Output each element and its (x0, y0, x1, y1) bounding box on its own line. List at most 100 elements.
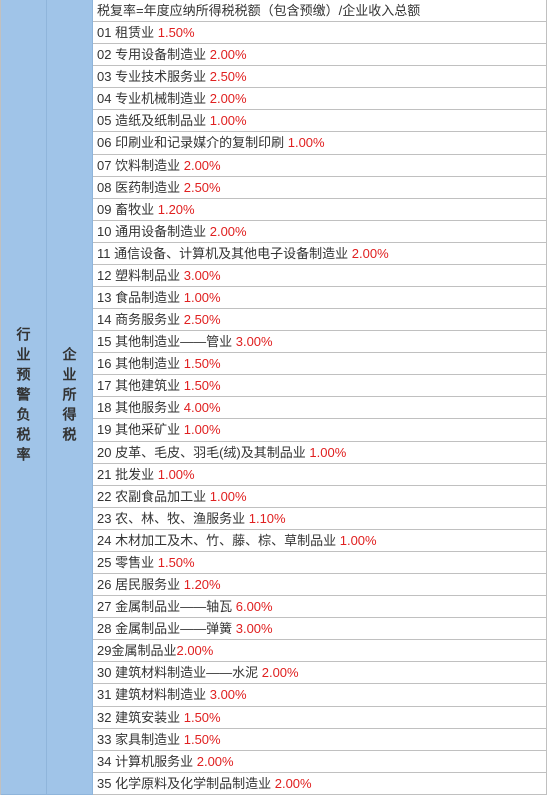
row-number: 29 (97, 643, 111, 658)
industry-label: 批发业 (115, 467, 154, 482)
row-number: 19 (97, 422, 111, 437)
industry-label: 塑料制品业 (115, 268, 180, 283)
industry-label: 木材加工及木、竹、藤、棕、草制品业 (115, 533, 336, 548)
table-row: 18 其他服务业 4.00% (93, 397, 547, 419)
industry-label: 家具制造业 (115, 732, 180, 747)
category-column-tax-type: 企业所得税 (47, 0, 93, 795)
row-number: 13 (97, 290, 111, 305)
industry-label: 零售业 (115, 555, 154, 570)
table-row: 06 印刷业和记录媒介的复制印刷 1.00% (93, 132, 547, 154)
tax-rate: 3.00% (236, 621, 273, 636)
tax-rate: 6.00% (236, 599, 273, 614)
row-number: 27 (97, 599, 111, 614)
tax-rate: 1.50% (158, 555, 195, 570)
industry-label: 专业机械制造业 (115, 91, 206, 106)
tax-rate: 1.50% (158, 25, 195, 40)
tax-rate: 2.00% (184, 158, 221, 173)
table-row: 20 皮革、毛皮、羽毛(绒)及其制品业 1.00% (93, 442, 547, 464)
row-number: 30 (97, 665, 111, 680)
row-number: 04 (97, 91, 111, 106)
tax-rate: 2.00% (176, 643, 213, 658)
tax-rate: 2.00% (352, 246, 389, 261)
industry-label: 通用设备制造业 (115, 224, 206, 239)
tax-rate: 1.00% (184, 422, 221, 437)
row-number: 03 (97, 69, 111, 84)
category-column-industry: 行业预警负税率 (1, 0, 47, 795)
industry-label: 居民服务业 (115, 577, 180, 592)
row-number: 14 (97, 312, 111, 327)
table-row: 04 专业机械制造业 2.00% (93, 88, 547, 110)
table-row: 10 通用设备制造业 2.00% (93, 221, 547, 243)
table-row: 12 塑料制品业 3.00% (93, 265, 547, 287)
tax-rate: 3.00% (236, 334, 273, 349)
tax-rate: 1.50% (184, 356, 221, 371)
industry-label: 租赁业 (115, 25, 154, 40)
table-row: 33 家具制造业 1.50% (93, 729, 547, 751)
row-number: 07 (97, 158, 111, 173)
tax-rate: 2.00% (210, 47, 247, 62)
industry-warning-label: 行业预警负税率 (14, 327, 34, 467)
tax-rate: 2.00% (210, 91, 247, 106)
table-row: 23 农、林、牧、渔服务业 1.10% (93, 508, 547, 530)
row-number: 34 (97, 754, 111, 769)
formula-row: 税复率=年度应纳所得税税额（包含预缴）/企业收入总额 (93, 0, 547, 22)
table-row: 28 金属制品业——弹簧 3.00% (93, 618, 547, 640)
table-row: 09 畜牧业 1.20% (93, 199, 547, 221)
tax-rate: 2.00% (210, 224, 247, 239)
tax-rate: 2.50% (184, 312, 221, 327)
table-row: 32 建筑安装业 1.50% (93, 707, 547, 729)
row-number: 02 (97, 47, 111, 62)
tax-rate: 1.50% (184, 378, 221, 393)
table-row: 08 医药制造业 2.50% (93, 177, 547, 199)
industry-label: 建筑材料制造业 (115, 687, 206, 702)
table-row: 25 零售业 1.50% (93, 552, 547, 574)
table-row: 13 食品制造业 1.00% (93, 287, 547, 309)
industry-label: 皮革、毛皮、羽毛(绒)及其制品业 (115, 445, 306, 460)
tax-rate: 4.00% (184, 400, 221, 415)
tax-rate: 1.00% (210, 489, 247, 504)
row-number: 12 (97, 268, 111, 283)
tax-rate: 2.50% (184, 180, 221, 195)
table-row: 35 化学原料及化学制品制造业 2.00% (93, 773, 547, 795)
table-row: 16 其他制造业 1.50% (93, 353, 547, 375)
row-number: 28 (97, 621, 111, 636)
industry-label: 印刷业和记录媒介的复制印刷 (115, 135, 284, 150)
table-row: 17 其他建筑业 1.50% (93, 375, 547, 397)
industry-label: 建筑安装业 (115, 710, 180, 725)
industry-label: 造纸及纸制品业 (115, 113, 206, 128)
row-number: 23 (97, 511, 111, 526)
tax-rate: 1.00% (340, 533, 377, 548)
row-number: 21 (97, 467, 111, 482)
table-row: 19 其他采矿业 1.00% (93, 419, 547, 441)
industry-label: 化学原料及化学制品制造业 (115, 776, 271, 791)
corporate-income-tax-label: 企业所得税 (60, 347, 80, 447)
tax-rate-table: 行业预警负税率 企业所得税 税复率=年度应纳所得税税额（包含预缴）/企业收入总额… (0, 0, 547, 795)
industry-label: 建筑材料制造业——水泥 (115, 665, 258, 680)
industry-label: 其他服务业 (115, 400, 180, 415)
industry-label: 商务服务业 (115, 312, 180, 327)
row-number: 11 (97, 246, 111, 261)
industry-label: 饮料制造业 (115, 158, 180, 173)
table-row: 14 商务服务业 2.50% (93, 309, 547, 331)
row-number: 16 (97, 356, 111, 371)
table-row: 29金属制品业2.00% (93, 640, 547, 662)
table-row: 21 批发业 1.00% (93, 464, 547, 486)
row-number: 15 (97, 334, 111, 349)
tax-rate: 1.00% (184, 290, 221, 305)
industry-label: 其他制造业——管业 (115, 334, 232, 349)
row-number: 33 (97, 732, 111, 747)
row-number: 22 (97, 489, 111, 504)
industry-label: 农副食品加工业 (115, 489, 206, 504)
tax-rate: 2.00% (275, 776, 312, 791)
industry-label: 食品制造业 (115, 290, 180, 305)
row-number: 26 (97, 577, 111, 592)
industry-label: 金属制品业——轴瓦 (115, 599, 232, 614)
row-number: 10 (97, 224, 111, 239)
row-number: 08 (97, 180, 111, 195)
tax-rate: 1.50% (184, 732, 221, 747)
industry-label: 金属制品业 (111, 643, 176, 658)
tax-rate: 3.00% (184, 268, 221, 283)
table-row: 11 通信设备、计算机及其他电子设备制造业 2.00% (93, 243, 547, 265)
row-number: 18 (97, 400, 111, 415)
tax-rate: 1.00% (309, 445, 346, 460)
